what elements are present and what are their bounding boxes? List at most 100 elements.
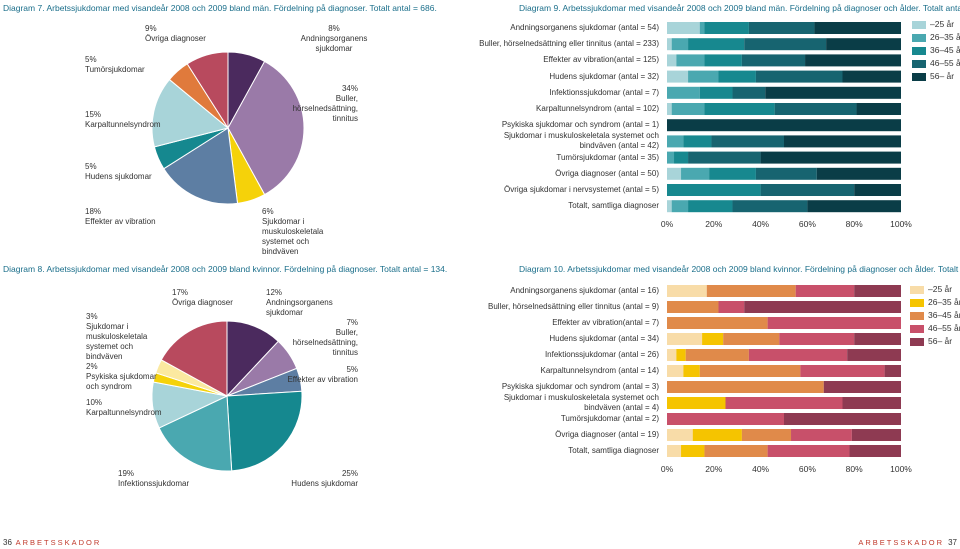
page-number: 36 (3, 538, 12, 547)
bar-segment (718, 70, 756, 83)
bar-segment (667, 301, 719, 313)
bar-segment (667, 285, 707, 297)
bar-segment (671, 200, 689, 213)
legend-label: 46–55 år (930, 58, 960, 68)
legend-swatch (910, 325, 924, 333)
bar-segment (667, 429, 693, 441)
bar-segment (704, 103, 775, 115)
slice-name: Hudens sjukdomar (85, 172, 152, 181)
x-tick-label: 40% (752, 219, 770, 229)
bar-segment (760, 151, 901, 164)
bar-segment (699, 86, 733, 99)
bar-segment (671, 38, 689, 51)
slice-name: Effekter av vibration (287, 375, 358, 384)
x-tick-label: 80% (845, 464, 863, 474)
bar-segment (854, 184, 901, 196)
x-tick-label: 20% (705, 464, 723, 474)
row-label: Effekter av vibration(antal = 7) (552, 318, 659, 327)
slice-label: 12% Andningsorganens sjukdomar (266, 288, 344, 318)
bar-segment (732, 86, 766, 99)
bar-segment (800, 365, 885, 377)
x-tick-label: 20% (705, 219, 723, 229)
bar-segment (779, 333, 855, 345)
slice-name: Sjukdomar i muskuloskeletala systemet oc… (262, 217, 324, 256)
row-label: Totalt, samtliga diagnoser (568, 201, 659, 211)
bar-segment (814, 22, 901, 34)
bar-segment (667, 54, 677, 67)
slice-label: 17% Övriga diagnoser (172, 288, 250, 308)
bar-segment (667, 135, 684, 148)
bar-segment (767, 445, 850, 457)
bar-segment (741, 429, 792, 441)
bar-segment (667, 317, 768, 329)
bar-segment (706, 285, 796, 297)
slice-name: Karpaltunnelsyndrom (85, 120, 161, 129)
slice-value: 10% (86, 398, 103, 407)
legend-swatch (910, 312, 924, 320)
bar-segment (667, 103, 672, 115)
bar-segment (760, 184, 855, 196)
bar-segment (671, 103, 705, 115)
bar-segment (667, 70, 689, 83)
row-label: Karpaltunnelsyndrom (antal = 102) (536, 104, 659, 113)
legend-label: 36–45 år (930, 45, 960, 55)
bar-segment (667, 333, 703, 345)
slice-label: 18% Effekter av vibration (85, 207, 163, 227)
bar-segment (748, 349, 848, 361)
bar-segment (847, 349, 901, 361)
slice-name: Psykiska sjukdomar och syndrom (86, 372, 157, 391)
bar-segment (681, 445, 705, 457)
legend-swatch (910, 338, 924, 346)
chart-title: Diagram 8. Arbetssjukdomar med visandeår… (3, 264, 448, 274)
slice-label: 3% Sjukdomar i muskuloskeletala systemet … (86, 312, 164, 362)
bar-segment (704, 445, 768, 457)
slice-label: 5% Effekter av vibration (280, 365, 358, 385)
bar-segment (667, 86, 700, 99)
bar-segment (704, 54, 742, 67)
legend-label: 26–35 år (930, 32, 960, 42)
row-label: Tumörsjukdomar (antal = 2) (560, 414, 659, 423)
slice-label: 5% Hudens sjukdomar (85, 162, 163, 182)
bar-segment (856, 103, 901, 115)
slice-label: 8% Andningsorganens sjukdomar (295, 24, 373, 54)
legend-swatch (912, 60, 926, 68)
legend-label: 46–55 år (928, 323, 960, 333)
row-label: Buller, hörselnedsättning eller tinnitus… (488, 302, 659, 311)
row-label: Övriga diagnoser (antal = 19) (555, 430, 659, 439)
slice-value: 12% (266, 288, 283, 297)
bar-segment (851, 429, 901, 441)
publication: ARBETSSKADOR (15, 538, 102, 547)
pie-slice (186, 51, 229, 130)
bar-segment (784, 135, 901, 148)
slice-label: 15% Karpaltunnelsyndrom (85, 110, 163, 130)
bar-segment (667, 365, 684, 377)
x-tick-label: 40% (752, 464, 770, 474)
legend-swatch (912, 34, 926, 42)
row-label: Sjukdomar i muskuloskeletala systemet oc… (503, 131, 659, 151)
legend-label: 26–35 år (928, 297, 960, 307)
bar-segment (807, 200, 901, 213)
bar-segment (688, 70, 719, 83)
row-label: Andningsorganens sjukdomar (antal = 54) (510, 23, 659, 32)
row-label: Övriga sjukdomar i nervsystemet (antal =… (504, 185, 659, 194)
bar-segment (725, 397, 843, 409)
bar-segment (702, 333, 724, 345)
slice-label: 10% Karpaltunnelsyndrom (86, 398, 164, 418)
slice-value: 5% (85, 55, 97, 64)
row-label: Andningsorganens sjukdomar (antal = 16) (510, 286, 659, 295)
legend-swatch (910, 299, 924, 307)
bar-segment (688, 38, 745, 51)
slice-value: 8% (328, 24, 340, 33)
bar-segment (826, 38, 901, 51)
bar-segment (741, 54, 806, 67)
chart-title: Diagram 10. Arbetssjukdomar med visandeå… (519, 264, 960, 274)
slice-value: 9% (145, 24, 157, 33)
bar-segment (744, 38, 827, 51)
bar-segment (732, 200, 808, 213)
publication: ARBETSSKADOR (858, 538, 944, 547)
bar-segment (774, 103, 857, 115)
bar-segment (688, 200, 733, 213)
bar-segment (681, 167, 710, 180)
